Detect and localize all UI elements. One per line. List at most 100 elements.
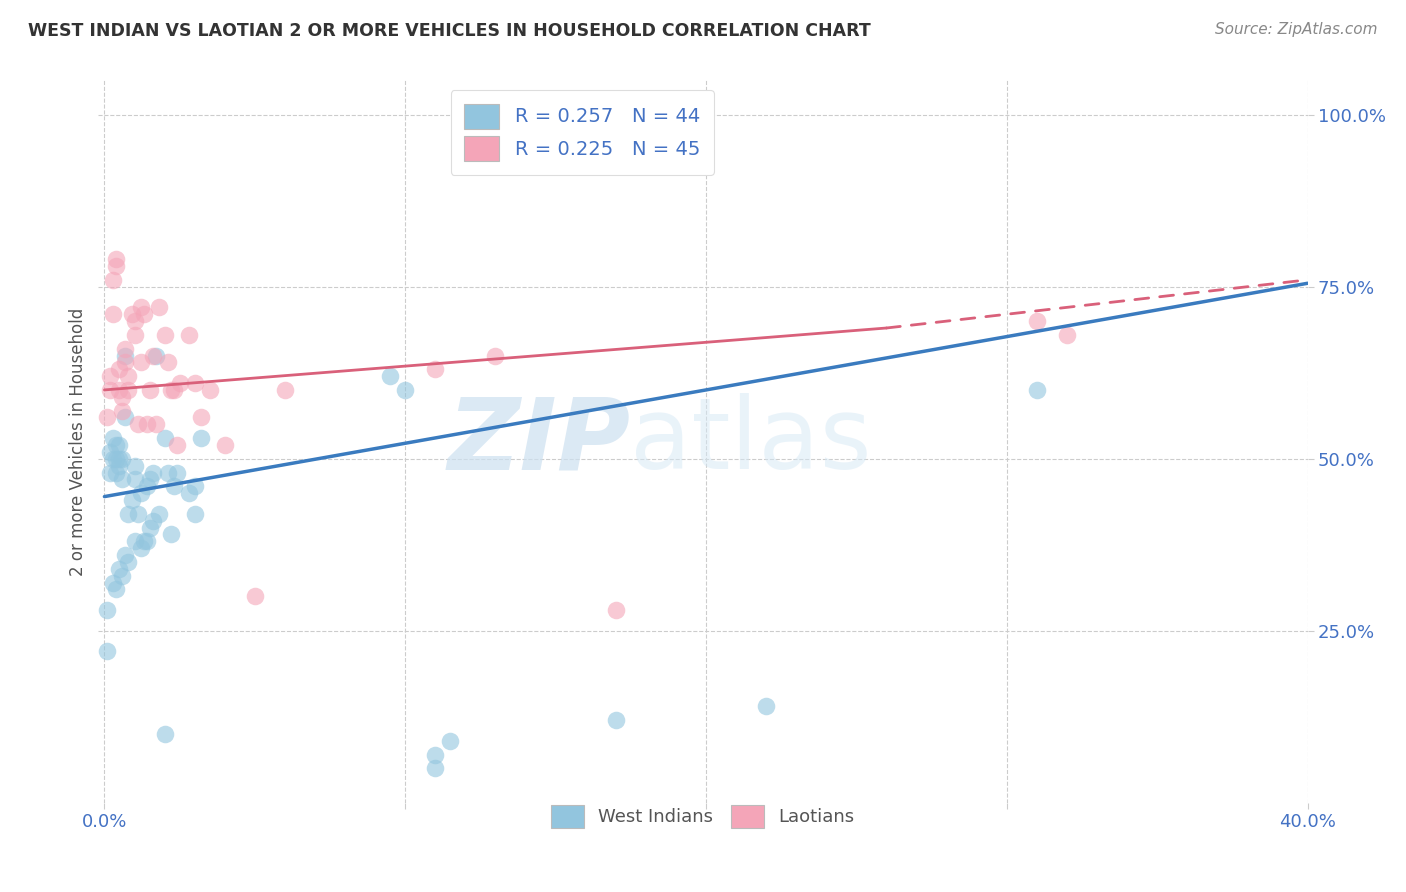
Point	[124, 472, 146, 486]
Point	[100, 369, 122, 384]
Point	[183, 507, 205, 521]
Point	[108, 362, 131, 376]
Text: ZIP: ZIP	[447, 393, 630, 490]
Point	[148, 301, 170, 315]
Point	[105, 466, 128, 480]
Point	[103, 307, 125, 321]
Point	[159, 383, 181, 397]
Point	[380, 369, 402, 384]
Point	[103, 273, 125, 287]
Point	[103, 431, 125, 445]
Point	[138, 520, 160, 534]
Point	[129, 301, 152, 315]
Legend: West Indians, Laotians: West Indians, Laotians	[543, 796, 863, 837]
Point	[127, 417, 149, 432]
Point	[108, 451, 131, 466]
Point	[114, 349, 136, 363]
Point	[145, 349, 167, 363]
Point	[132, 534, 155, 549]
Point	[484, 349, 506, 363]
Point	[145, 417, 167, 432]
Point	[162, 479, 184, 493]
Point	[135, 534, 157, 549]
Point	[117, 383, 139, 397]
Point	[183, 376, 205, 390]
Point	[114, 342, 136, 356]
Point	[159, 527, 181, 541]
Point	[156, 466, 179, 480]
Point	[117, 555, 139, 569]
Point	[142, 349, 165, 363]
Point	[1025, 314, 1047, 328]
Point	[108, 562, 131, 576]
Point	[156, 355, 179, 369]
Point	[96, 603, 118, 617]
Point	[755, 699, 778, 714]
Point	[166, 438, 188, 452]
Point	[425, 761, 447, 775]
Point	[1056, 327, 1078, 342]
Point	[111, 568, 134, 582]
Point	[153, 327, 176, 342]
Point	[121, 493, 143, 508]
Point	[148, 507, 170, 521]
Point	[117, 507, 139, 521]
Point	[183, 479, 205, 493]
Point	[111, 451, 134, 466]
Point	[124, 327, 146, 342]
Point	[274, 383, 297, 397]
Y-axis label: 2 or more Vehicles in Household: 2 or more Vehicles in Household	[69, 308, 87, 575]
Point	[153, 431, 176, 445]
Point	[103, 575, 125, 590]
Point	[124, 458, 146, 473]
Point	[129, 355, 152, 369]
Point	[153, 727, 176, 741]
Point	[103, 451, 125, 466]
Point	[105, 582, 128, 597]
Point	[129, 486, 152, 500]
Point	[135, 417, 157, 432]
Point	[162, 383, 184, 397]
Point	[111, 472, 134, 486]
Point	[142, 514, 165, 528]
Point	[121, 307, 143, 321]
Point	[605, 603, 627, 617]
Point	[100, 445, 122, 459]
Point	[100, 383, 122, 397]
Point	[142, 466, 165, 480]
Point	[169, 376, 191, 390]
Point	[605, 713, 627, 727]
Point	[198, 383, 221, 397]
Point	[425, 362, 447, 376]
Point	[96, 410, 118, 425]
Point	[166, 466, 188, 480]
Point	[129, 541, 152, 556]
Text: atlas: atlas	[630, 393, 872, 490]
Point	[190, 410, 212, 425]
Point	[177, 486, 200, 500]
Point	[138, 472, 160, 486]
Point	[108, 383, 131, 397]
Point	[105, 438, 128, 452]
Point	[114, 548, 136, 562]
Point	[111, 403, 134, 417]
Point	[135, 479, 157, 493]
Point	[124, 534, 146, 549]
Point	[394, 383, 416, 397]
Text: WEST INDIAN VS LAOTIAN 2 OR MORE VEHICLES IN HOUSEHOLD CORRELATION CHART: WEST INDIAN VS LAOTIAN 2 OR MORE VEHICLE…	[28, 22, 870, 40]
Point	[108, 458, 131, 473]
Point	[243, 590, 266, 604]
Point	[100, 466, 122, 480]
Point	[214, 438, 236, 452]
Point	[105, 259, 128, 273]
Point	[108, 438, 131, 452]
Point	[111, 390, 134, 404]
Point	[439, 734, 461, 748]
Point	[425, 747, 447, 762]
Point	[138, 383, 160, 397]
Point	[127, 507, 149, 521]
Point	[117, 369, 139, 384]
Point	[190, 431, 212, 445]
Point	[132, 307, 155, 321]
Point	[114, 410, 136, 425]
